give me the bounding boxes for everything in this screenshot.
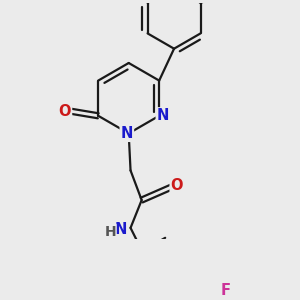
Text: F: F xyxy=(220,284,230,298)
Text: N: N xyxy=(157,108,169,123)
Text: N: N xyxy=(115,222,128,237)
Text: O: O xyxy=(58,104,71,119)
Text: N: N xyxy=(121,126,133,141)
Text: O: O xyxy=(171,178,183,193)
Text: H: H xyxy=(104,225,116,238)
